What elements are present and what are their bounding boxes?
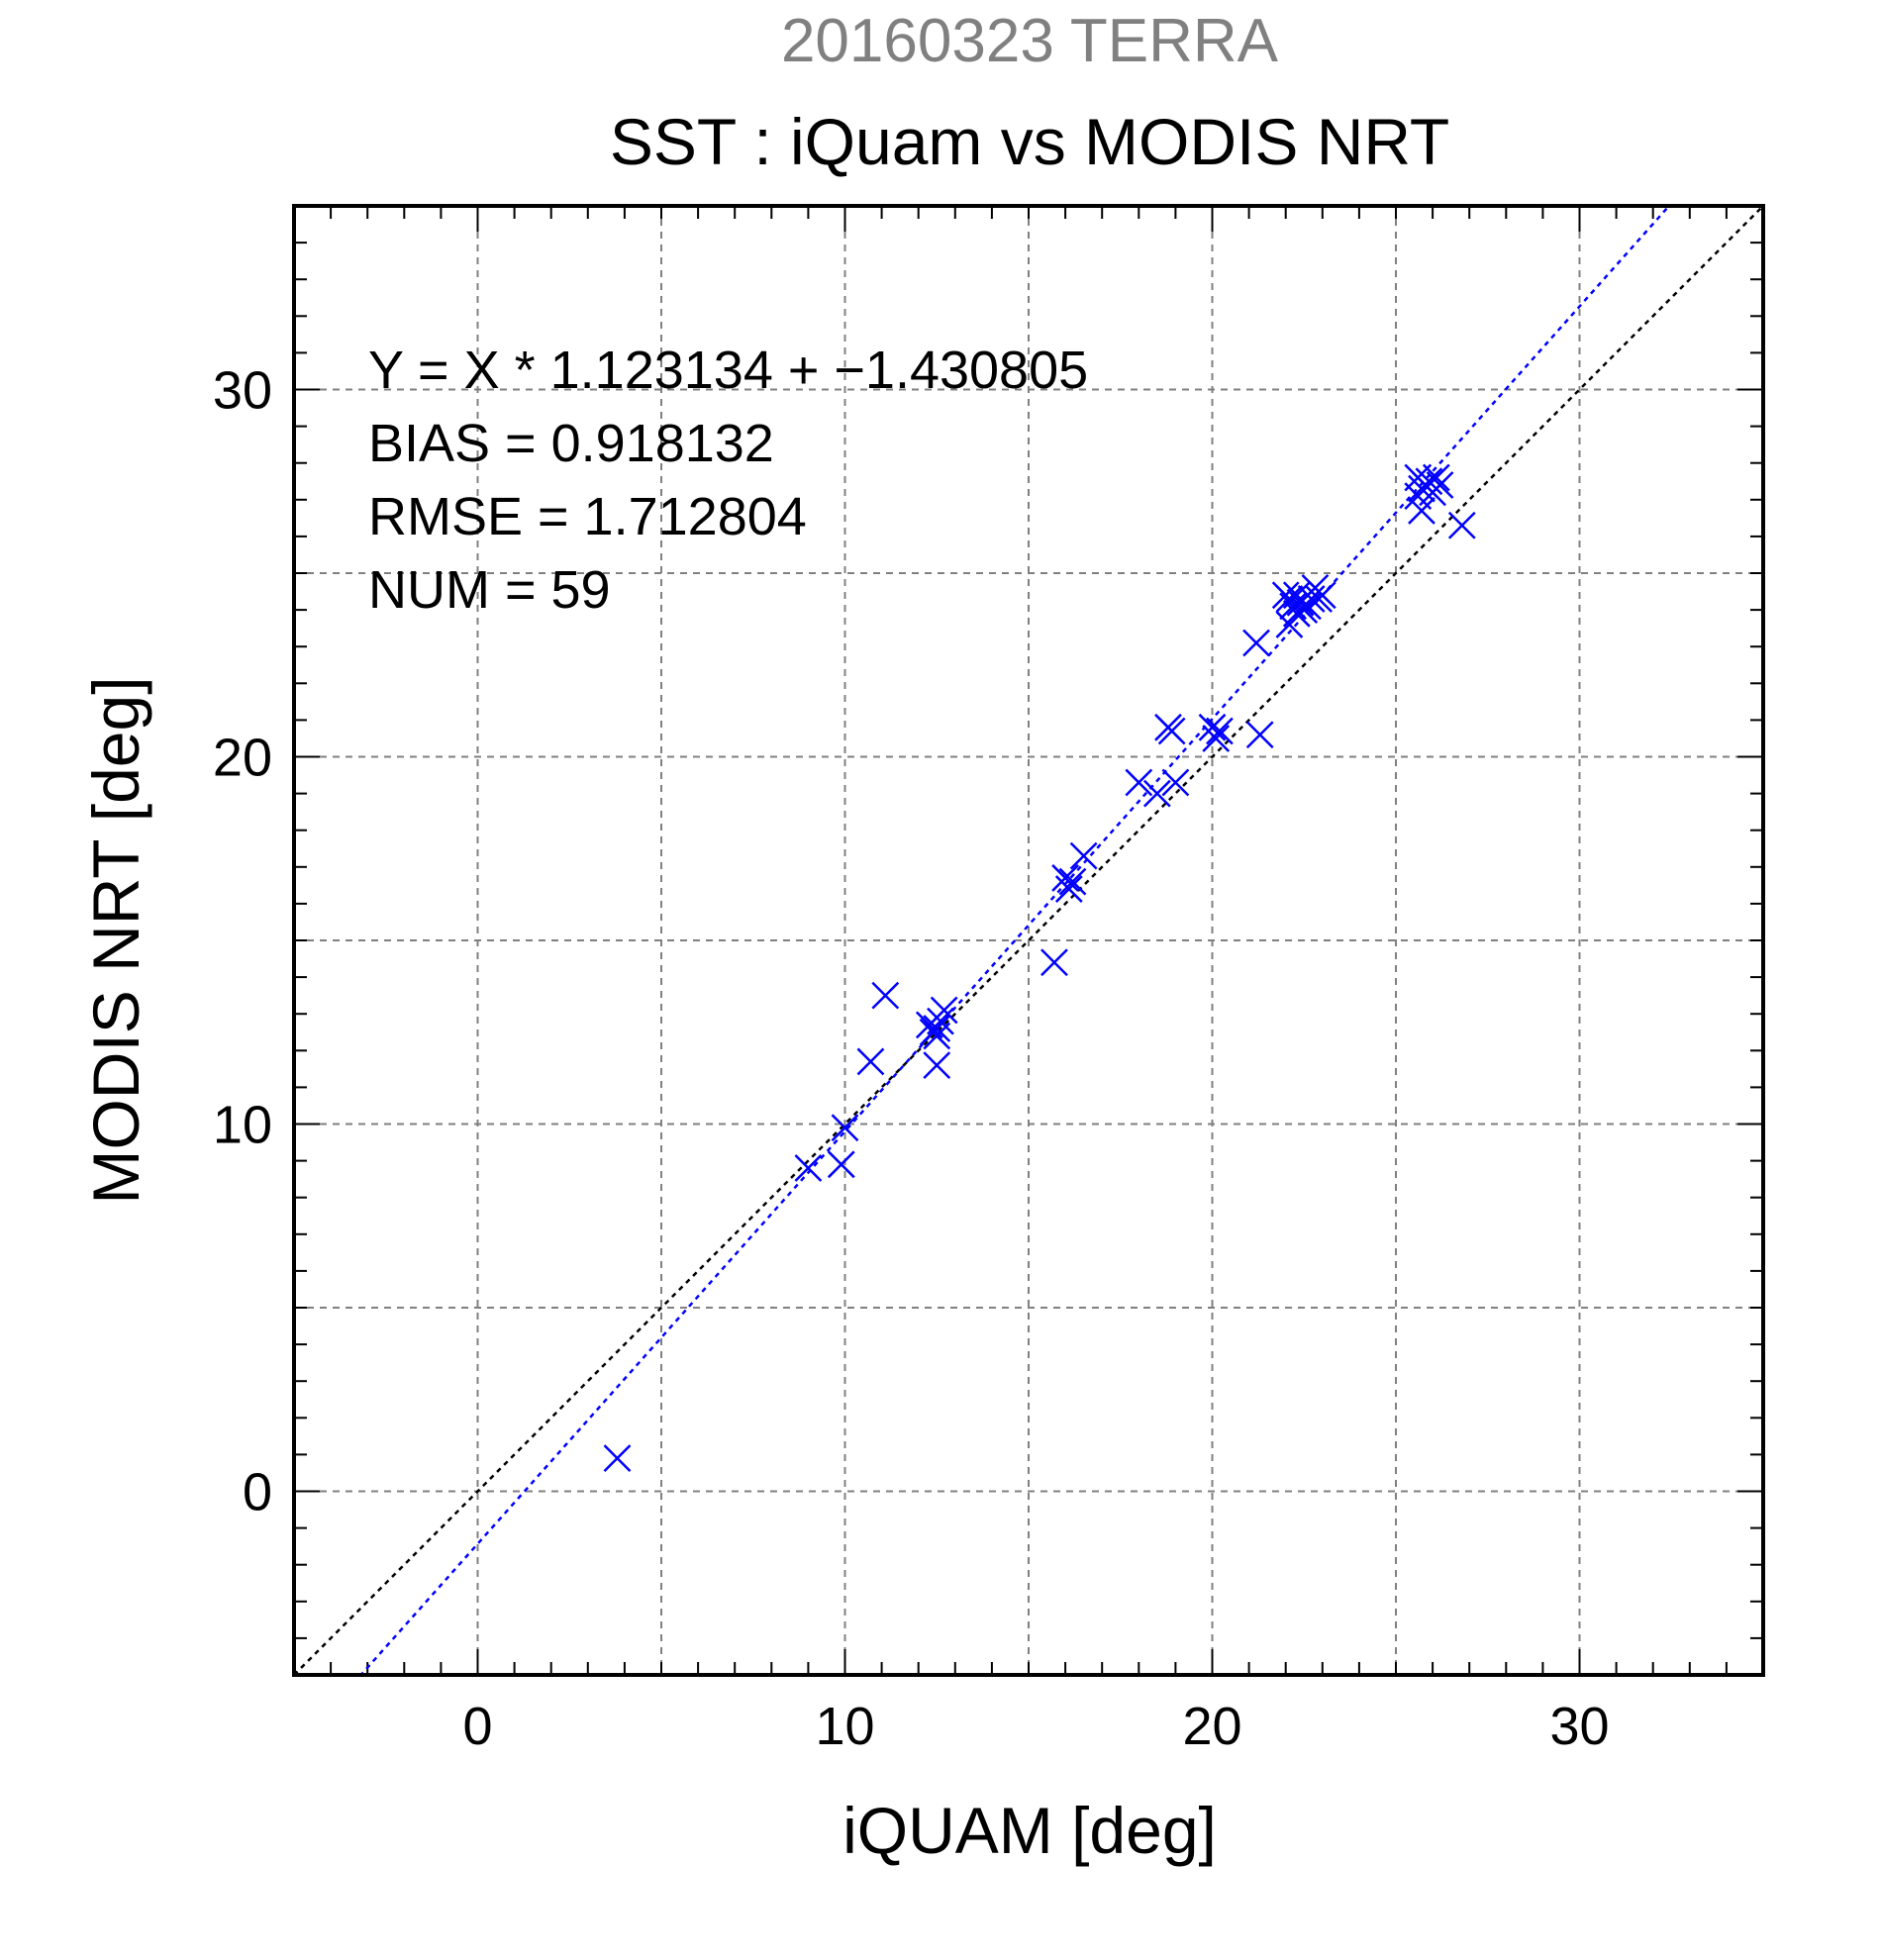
data-point: [1308, 581, 1336, 610]
data-point: [1040, 948, 1068, 977]
x-axis-label: iQUAM [deg]: [842, 1794, 1217, 1867]
data-point: [1415, 467, 1443, 496]
fit-line: [358, 206, 1671, 1675]
y-tick-label: 20: [213, 729, 272, 788]
tick-labels: 0 0 10 10 20 20 30 30: [213, 361, 1610, 1757]
data-point: [1297, 585, 1326, 613]
data-point: [1198, 713, 1227, 741]
stats-num: NUM = 59: [368, 560, 611, 620]
data-point: [1054, 875, 1083, 903]
y-axis-label: MODIS NRT [deg]: [79, 676, 152, 1204]
data-point: [827, 1150, 855, 1179]
stats-rmse: RMSE = 1.712804: [368, 487, 807, 546]
plot-frame: [292, 204, 1765, 1677]
reference-lines: [294, 206, 1763, 1675]
data-point: [1275, 585, 1304, 613]
chart-top-title: 20160323 TERRA: [781, 7, 1279, 75]
data-point: [1206, 717, 1234, 745]
x-tick-label: 20: [1182, 1697, 1241, 1756]
data-point: [1142, 779, 1171, 808]
data-point: [856, 1047, 885, 1076]
data-point: [1279, 592, 1308, 621]
data-point: [1069, 841, 1098, 870]
data-point: [794, 1154, 823, 1182]
data-point: [1125, 768, 1153, 797]
data-point: [1242, 629, 1270, 657]
data-point: [831, 1114, 859, 1142]
data-point: [923, 1015, 951, 1042]
stats-bias: BIAS = 0.918132: [368, 414, 774, 473]
y-tick-label: 30: [213, 361, 272, 421]
data-point: [1422, 463, 1450, 492]
grid-lines: [294, 206, 1763, 1675]
stats-annotation: Y = X * 1.123134 + −1.430805 BIAS = 0.91…: [368, 341, 1088, 620]
data-point: [927, 1007, 954, 1035]
data-point: [1202, 725, 1231, 752]
data-point: [930, 996, 958, 1025]
x-tick-label: 30: [1549, 1697, 1609, 1756]
chart-title: SST : iQuam vs MODIS NRT: [610, 105, 1449, 178]
data-point: [1426, 471, 1454, 499]
data-points: [603, 463, 1476, 1472]
data-point: [871, 981, 900, 1010]
data-point: [603, 1444, 632, 1472]
data-point: [1058, 867, 1087, 896]
y-tick-label: 0: [243, 1463, 272, 1522]
x-tick-label: 0: [462, 1697, 492, 1756]
stats-fit-equation: Y = X * 1.123134 + −1.430805: [368, 341, 1088, 400]
data-point: [1051, 864, 1079, 892]
data-point: [1161, 768, 1190, 797]
data-point: [923, 1051, 951, 1080]
x-tick-label: 10: [815, 1697, 874, 1756]
data-point: [1408, 497, 1436, 525]
y-tick-label: 10: [213, 1096, 272, 1155]
data-point: [1157, 717, 1186, 745]
data-point: [1447, 511, 1476, 539]
data-point: [1245, 721, 1274, 749]
